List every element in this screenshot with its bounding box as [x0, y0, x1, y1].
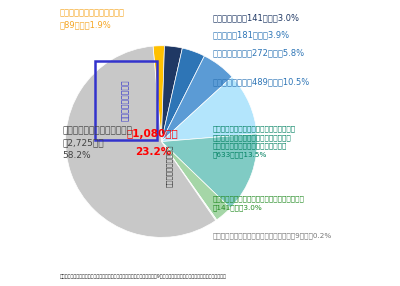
Text: 直接寄与型　約141万人　3.0%: 直接寄与型 約141万人 3.0%	[213, 13, 300, 22]
Wedge shape	[161, 142, 217, 221]
Text: 関係人口（ふるさと納税等）
約89万人　1.9%: 関係人口（ふるさと納税等） 約89万人 1.9%	[60, 9, 125, 29]
Wedge shape	[161, 142, 230, 220]
Text: 関係人口（訪問系）: 関係人口（訪問系）	[122, 80, 130, 121]
Text: 就労型　約181万人　3.9%: 就労型 約181万人 3.9%	[213, 30, 290, 39]
Text: お盆・正月に帰省を目的に地域を訪れている人
約141万人　3.0%: お盆・正月に帰省を目的に地域を訪れている人 約141万人 3.0%	[213, 195, 305, 211]
Text: （お盆・正月以外にも）地縁・血縁先の訪
問を主な目的として地域を訪れている人
（地域では趣味、消費活動等を実施）
約633万人　13.5%: （お盆・正月以外にも）地縁・血縁先の訪 問を主な目的として地域を訪れている人 （…	[213, 125, 296, 158]
Wedge shape	[161, 46, 182, 142]
Wedge shape	[161, 77, 257, 142]
Text: 参加・交流型　約272万人　5.8%: 参加・交流型 約272万人 5.8%	[213, 49, 305, 57]
Text: 23.2%: 23.2%	[135, 147, 171, 157]
Text: 趣味・消費型　約489万人　10.5%: 趣味・消費型 約489万人 10.5%	[213, 77, 310, 86]
Wedge shape	[161, 56, 232, 142]
Wedge shape	[161, 134, 257, 208]
Text: 特定の生活行動や用務を行っている人　約9万人　0.2%: 特定の生活行動や用務を行っている人 約9万人 0.2%	[213, 233, 332, 239]
Text: （出典）「地域との関わりについてのアンケート」（国土交通省、令和元年9月実施）　（三大都市圈の関係人口、人数ベース）: （出典）「地域との関わりについてのアンケート」（国土交通省、令和元年9月実施） …	[60, 274, 227, 279]
Wedge shape	[161, 48, 204, 142]
Text: 地縁・血縁的な訪問者: 地縁・血縁的な訪問者	[166, 144, 172, 187]
Wedge shape	[66, 46, 216, 237]
Text: 絆1,080万人: 絆1,080万人	[127, 129, 179, 139]
Wedge shape	[153, 46, 164, 142]
Text: 特定の地域と関わりのない人
約2,725万人
58.2%: 特定の地域と関わりのない人 約2,725万人 58.2%	[63, 126, 132, 160]
